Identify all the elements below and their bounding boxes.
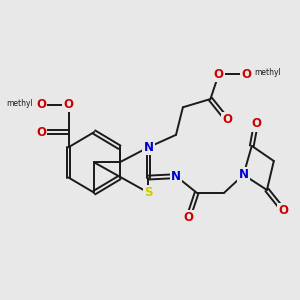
Text: O: O bbox=[36, 98, 46, 111]
Text: O: O bbox=[278, 204, 289, 217]
Text: N: N bbox=[238, 168, 248, 181]
Text: O: O bbox=[183, 211, 194, 224]
Text: O: O bbox=[222, 113, 232, 126]
Text: N: N bbox=[143, 141, 154, 154]
Text: S: S bbox=[144, 186, 153, 199]
Text: O: O bbox=[251, 117, 261, 130]
Text: O: O bbox=[214, 68, 224, 81]
Text: O: O bbox=[241, 68, 251, 81]
Text: N: N bbox=[171, 170, 181, 183]
Text: methyl: methyl bbox=[6, 99, 33, 108]
Text: O: O bbox=[64, 98, 74, 111]
Text: O: O bbox=[36, 126, 46, 139]
Text: methyl: methyl bbox=[254, 68, 281, 77]
